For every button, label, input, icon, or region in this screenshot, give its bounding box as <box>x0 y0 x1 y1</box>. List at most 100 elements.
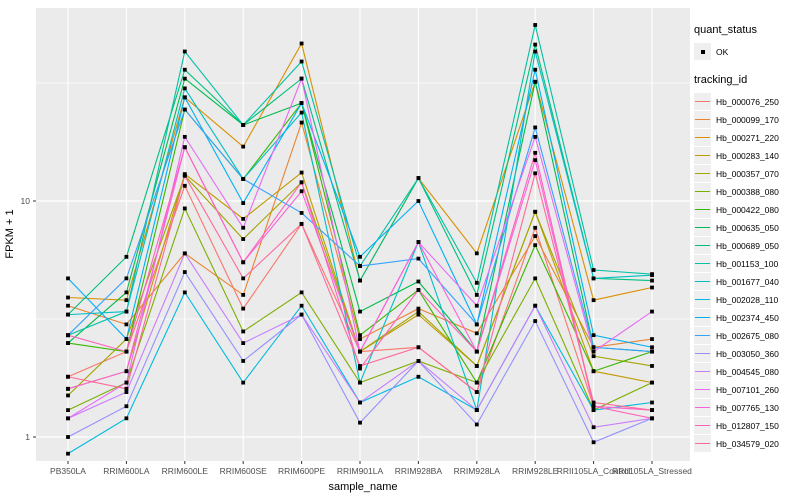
data-point <box>591 404 596 409</box>
data-point <box>182 251 187 256</box>
legend-entry-label: Hb_001677_040 <box>716 276 779 287</box>
y-tick-label: 10 <box>21 196 31 206</box>
legend-key-line-icon <box>694 165 711 182</box>
data-point <box>66 303 70 308</box>
data-point <box>66 386 70 391</box>
legend-key-line-icon <box>694 291 711 308</box>
legend-entry-label: Hb_000357_070 <box>716 168 779 179</box>
legend-tracking-id: tracking_id Hb_000076_250 Hb_000099_170 Hb… <box>694 74 798 452</box>
data-point <box>650 309 654 314</box>
legend-entry-label: Hb_000422_080 <box>716 204 779 215</box>
data-point <box>241 237 246 241</box>
data-point <box>66 276 70 281</box>
data-point <box>591 298 596 303</box>
data-point <box>416 288 421 292</box>
data-point <box>533 225 538 230</box>
legend-entry: Hb_004545_080 <box>694 363 798 380</box>
data-point <box>299 120 304 125</box>
data-point <box>650 364 654 368</box>
legend-entry: Hb_000357_070 <box>694 165 798 182</box>
data-point <box>650 408 654 413</box>
data-point <box>241 123 246 127</box>
legend-entry-label: Hb_002675_080 <box>716 330 779 341</box>
data-point <box>650 416 654 421</box>
data-point <box>241 341 246 345</box>
legend-entry-label: Hb_004545_080 <box>716 366 779 377</box>
data-point <box>533 49 538 54</box>
legend-key-line-icon <box>694 147 711 164</box>
data-point <box>299 110 304 115</box>
data-point <box>241 216 246 221</box>
data-point <box>124 298 129 303</box>
legend-entry: Hb_000388_080 <box>694 183 798 200</box>
data-point <box>474 293 479 297</box>
data-point <box>591 276 596 281</box>
data-point <box>650 278 654 283</box>
data-point <box>124 322 129 327</box>
legend-entry: Hb_002374_450 <box>694 309 798 326</box>
x-tick-label: RRII105LA_Control <box>557 466 631 476</box>
data-point <box>241 329 246 334</box>
legend-entry-label: Hb_000271_220 <box>716 132 779 143</box>
legend-entry: Hb_000422_080 <box>694 201 798 218</box>
x-tick-label: RRIM600LE <box>162 466 209 476</box>
data-point <box>650 380 654 385</box>
legend-entry-label: Hb_000635_050 <box>716 222 779 233</box>
data-point <box>474 331 479 336</box>
x-tick-label: RRIM928LA <box>454 466 501 476</box>
data-point <box>182 173 187 178</box>
legend-key-line-icon <box>694 327 711 344</box>
data-point <box>299 101 304 105</box>
point-symbol-icon <box>694 43 711 60</box>
legend-key-line-icon <box>694 399 711 416</box>
data-point <box>299 59 304 64</box>
legend-entry-label: Hb_003050_360 <box>716 348 779 359</box>
data-point <box>358 400 362 405</box>
data-point <box>416 256 421 261</box>
data-point <box>241 144 246 149</box>
data-point <box>474 408 479 413</box>
data-point <box>66 295 70 300</box>
data-point <box>474 390 479 394</box>
data-point <box>650 285 654 290</box>
y-tick-label: 1 <box>25 432 30 442</box>
legend-entry-label: Hb_000283_140 <box>716 150 779 161</box>
data-point <box>533 209 538 214</box>
data-point <box>299 41 304 46</box>
data-point <box>474 364 479 368</box>
data-point <box>650 273 654 278</box>
plot-panel <box>36 8 690 461</box>
legend-key-line-icon <box>694 237 711 254</box>
legend-key-line-icon <box>694 219 711 236</box>
data-point <box>358 333 362 338</box>
data-point <box>299 189 304 194</box>
data-point <box>533 234 538 239</box>
x-tick-label: RRIM600LA <box>103 466 150 476</box>
data-point <box>299 180 304 185</box>
legend-entry: Hb_000271_220 <box>694 129 798 146</box>
data-point <box>124 380 129 385</box>
data-point <box>416 359 421 363</box>
data-point <box>591 400 596 405</box>
data-point <box>182 86 187 91</box>
data-point <box>241 306 246 311</box>
legend-entry-label: Hb_012807_150 <box>716 420 779 431</box>
data-point <box>358 380 362 385</box>
legend-entry: Hb_007765_130 <box>694 399 798 416</box>
legend-key-line-icon <box>694 345 711 362</box>
y-axis-title: FPKM + 1 <box>4 209 16 259</box>
data-point <box>182 67 187 72</box>
legend-entry-label: Hb_002374_450 <box>716 312 779 323</box>
data-point <box>299 76 304 81</box>
data-point <box>591 345 596 350</box>
legend-entry-label: Hb_000099_170 <box>716 114 779 125</box>
data-point <box>533 319 538 323</box>
data-point <box>358 254 362 259</box>
legend-key-line-icon <box>694 273 711 290</box>
legend-entry-label: Hb_000388_080 <box>716 186 779 197</box>
data-point <box>358 278 362 283</box>
data-point <box>533 42 538 47</box>
data-point <box>124 349 129 354</box>
data-point <box>474 280 479 285</box>
